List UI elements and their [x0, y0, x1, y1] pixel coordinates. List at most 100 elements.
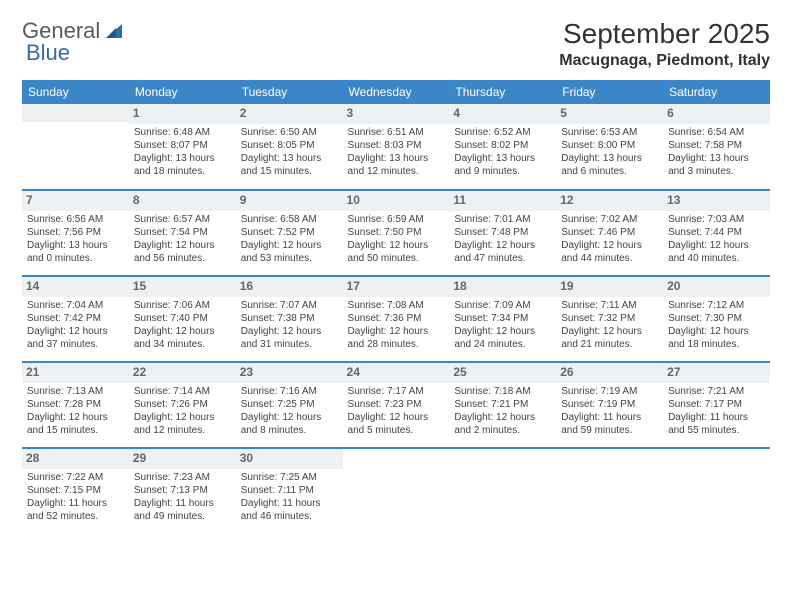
sunset-text: Sunset: 7:36 PM [348, 312, 445, 325]
sunrise-text: Sunrise: 7:08 AM [348, 299, 445, 312]
sunset-text: Sunset: 7:42 PM [27, 312, 124, 325]
calendar-day-cell: 9Sunrise: 6:58 AMSunset: 7:52 PMDaylight… [236, 190, 343, 276]
calendar-day-cell [343, 448, 450, 534]
sunset-text: Sunset: 7:38 PM [241, 312, 338, 325]
weekday-header: Wednesday [343, 80, 450, 104]
weekday-header: Tuesday [236, 80, 343, 104]
calendar-day-cell: 23Sunrise: 7:16 AMSunset: 7:25 PMDayligh… [236, 362, 343, 448]
calendar-day-cell: 22Sunrise: 7:14 AMSunset: 7:26 PMDayligh… [129, 362, 236, 448]
calendar-day-cell: 19Sunrise: 7:11 AMSunset: 7:32 PMDayligh… [556, 276, 663, 362]
daylight-text: Daylight: 13 hours and 9 minutes. [454, 152, 551, 178]
daylight-text: Daylight: 11 hours and 59 minutes. [561, 411, 658, 437]
sunrise-text: Sunrise: 7:13 AM [27, 385, 124, 398]
sunrise-text: Sunrise: 7:07 AM [241, 299, 338, 312]
sunrise-text: Sunrise: 7:14 AM [134, 385, 231, 398]
daylight-text: Daylight: 11 hours and 55 minutes. [668, 411, 765, 437]
sunrise-text: Sunrise: 7:25 AM [241, 471, 338, 484]
calendar-week-row: 7Sunrise: 6:56 AMSunset: 7:56 PMDaylight… [22, 190, 770, 276]
sunrise-text: Sunrise: 6:52 AM [454, 126, 551, 139]
day-number: 12 [556, 191, 663, 211]
sunset-text: Sunset: 7:34 PM [454, 312, 551, 325]
sunrise-text: Sunrise: 7:22 AM [27, 471, 124, 484]
day-number: 21 [22, 363, 129, 383]
daylight-text: Daylight: 12 hours and 18 minutes. [668, 325, 765, 351]
daylight-text: Daylight: 13 hours and 15 minutes. [241, 152, 338, 178]
calendar-day-cell: 4 Sunrise: 6:52 AMSunset: 8:02 PMDaylight… [449, 104, 556, 190]
sunset-text: Sunset: 8:02 PM [454, 139, 551, 152]
calendar-day-cell: 11Sunrise: 7:01 AMSunset: 7:48 PMDayligh… [449, 190, 556, 276]
daylight-text: Daylight: 11 hours and 52 minutes. [27, 497, 124, 523]
calendar-day-cell: 15Sunrise: 7:06 AMSunset: 7:40 PMDayligh… [129, 276, 236, 362]
daylight-text: Daylight: 12 hours and 12 minutes. [134, 411, 231, 437]
day-number: 19 [556, 277, 663, 297]
daylight-text: Daylight: 11 hours and 46 minutes. [241, 497, 338, 523]
day-number: 17 [343, 277, 450, 297]
sunrise-text: Sunrise: 7:21 AM [668, 385, 765, 398]
sunset-text: Sunset: 7:13 PM [134, 484, 231, 497]
sunset-text: Sunset: 8:05 PM [241, 139, 338, 152]
calendar-day-cell: 29Sunrise: 7:23 AMSunset: 7:13 PMDayligh… [129, 448, 236, 534]
weekday-header-row: Sunday Monday Tuesday Wednesday Thursday… [22, 80, 770, 104]
day-number: 18 [449, 277, 556, 297]
calendar-day-cell: 27Sunrise: 7:21 AMSunset: 7:17 PMDayligh… [663, 362, 770, 448]
location: Macugnaga, Piedmont, Italy [559, 52, 770, 70]
sunrise-text: Sunrise: 6:54 AM [668, 126, 765, 139]
sunrise-text: Sunrise: 7:23 AM [134, 471, 231, 484]
daylight-text: Daylight: 12 hours and 24 minutes. [454, 325, 551, 351]
sunset-text: Sunset: 7:56 PM [27, 226, 124, 239]
sunrise-text: Sunrise: 6:50 AM [241, 126, 338, 139]
day-number: 15 [129, 277, 236, 297]
sunset-text: Sunset: 7:52 PM [241, 226, 338, 239]
calendar-body: 1Sunrise: 6:48 AMSunset: 8:07 PMDaylight… [22, 104, 770, 534]
calendar-week-row: 28Sunrise: 7:22 AMSunset: 7:15 PMDayligh… [22, 448, 770, 534]
sunset-text: Sunset: 7:54 PM [134, 226, 231, 239]
daylight-text: Daylight: 13 hours and 18 minutes. [134, 152, 231, 178]
sunset-text: Sunset: 7:50 PM [348, 226, 445, 239]
logo-text-blue: Blue [26, 40, 70, 66]
sunrise-text: Sunrise: 7:04 AM [27, 299, 124, 312]
day-number: 25 [449, 363, 556, 383]
day-number: 10 [343, 191, 450, 211]
calendar-day-cell: 21Sunrise: 7:13 AMSunset: 7:28 PMDayligh… [22, 362, 129, 448]
daylight-text: Daylight: 12 hours and 5 minutes. [348, 411, 445, 437]
sunset-text: Sunset: 8:07 PM [134, 139, 231, 152]
month-title: September 2025 [559, 18, 770, 50]
sunrise-text: Sunrise: 6:59 AM [348, 213, 445, 226]
weekday-header: Sunday [22, 80, 129, 104]
sunset-text: Sunset: 7:25 PM [241, 398, 338, 411]
day-number: 4 [449, 104, 556, 124]
calendar-day-cell: 17 Sunrise: 7:08 AMSunset: 7:36 PMDayligh… [343, 276, 450, 362]
sunset-text: Sunset: 7:26 PM [134, 398, 231, 411]
sunset-text: Sunset: 8:03 PM [348, 139, 445, 152]
calendar-day-cell: 14Sunrise: 7:04 AMSunset: 7:42 PMDayligh… [22, 276, 129, 362]
calendar-day-cell: 25Sunrise: 7:18 AMSunset: 7:21 PMDayligh… [449, 362, 556, 448]
sunrise-text: Sunrise: 7:09 AM [454, 299, 551, 312]
sunset-text: Sunset: 7:23 PM [348, 398, 445, 411]
daylight-text: Daylight: 12 hours and 2 minutes. [454, 411, 551, 437]
calendar-day-cell [22, 104, 129, 190]
daylight-text: Daylight: 12 hours and 28 minutes. [348, 325, 445, 351]
calendar-day-cell: 30Sunrise: 7:25 AMSunset: 7:11 PMDayligh… [236, 448, 343, 534]
day-number: 3 [343, 104, 450, 124]
calendar-day-cell: 20Sunrise: 7:12 AMSunset: 7:30 PMDayligh… [663, 276, 770, 362]
sunrise-text: Sunrise: 7:06 AM [134, 299, 231, 312]
day-number: 28 [22, 449, 129, 469]
calendar-day-cell: 2Sunrise: 6:50 AMSunset: 8:05 PMDaylight… [236, 104, 343, 190]
daylight-text: Daylight: 12 hours and 8 minutes. [241, 411, 338, 437]
daylight-text: Daylight: 12 hours and 40 minutes. [668, 239, 765, 265]
day-number: 1 [129, 104, 236, 124]
sunrise-text: Sunrise: 7:12 AM [668, 299, 765, 312]
calendar-day-cell: 1 Sunrise: 6:48 AMSunset: 8:07 PMDaylight… [129, 104, 236, 190]
sunrise-text: Sunrise: 6:58 AM [241, 213, 338, 226]
sunset-text: Sunset: 7:46 PM [561, 226, 658, 239]
calendar-week-row: 21 Sunrise: 7:13 AMSunset: 7:28 PM Dayligh… [22, 362, 770, 448]
day-number: 6 [663, 104, 770, 124]
sunrise-text: Sunrise: 7:02 AM [561, 213, 658, 226]
sunrise-text: Sunrise: 6:56 AM [27, 213, 124, 226]
calendar-day-cell: 5Sunrise: 6:53 AMSunset: 8:00 PMDaylight… [556, 104, 663, 190]
sunrise-text: Sunrise: 6:48 AM [134, 126, 231, 139]
day-number: 16 [236, 277, 343, 297]
sunset-text: Sunset: 7:28 PM [27, 398, 124, 411]
calendar-day-cell: 3Sunrise: 6:51 AMSunset: 8:03 PMDaylight… [343, 104, 450, 190]
calendar-day-cell: 10Sunrise: 6:59 AMSunset: 7:50 PMDayligh… [343, 190, 450, 276]
